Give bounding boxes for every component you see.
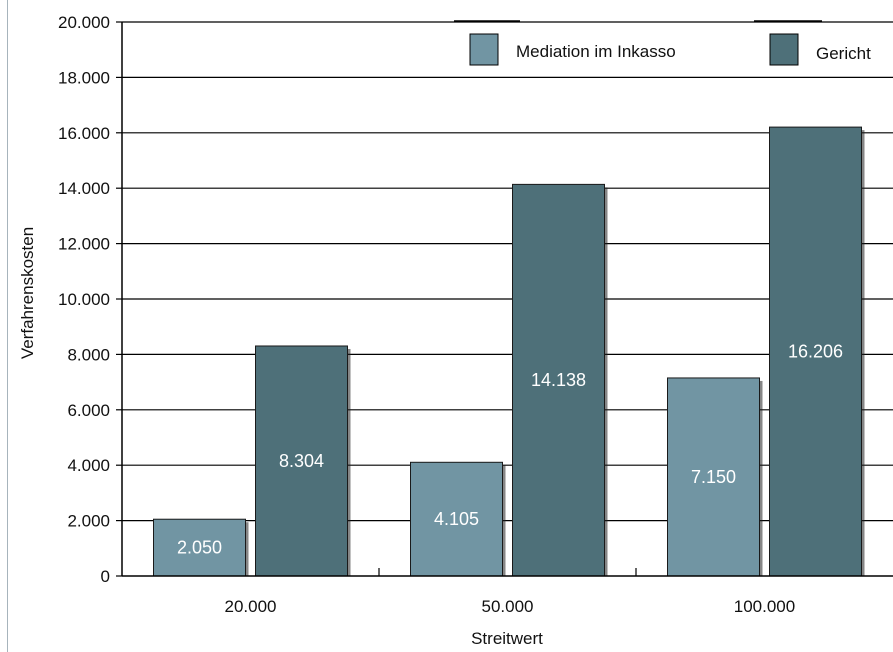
x-axis-title: Streitwert [471,629,543,648]
x-tick-labels: 20.000 50.000 100.000 [225,597,796,616]
y-tick-label: 6.000 [67,401,110,420]
y-tick-labels: 0 2.000 4.000 6.000 8.000 10.000 12.000 14.000 1… [58,13,110,586]
left-frame-line [7,0,8,652]
bar-value-label: 16.206 [788,342,843,362]
legend-label-gericht: Gericht [816,44,871,63]
y-tick-label: 2.000 [67,512,110,531]
bar [410,461,503,577]
bars [153,126,865,577]
legend-label-mediation: Mediation im Inkasso [516,42,676,61]
bar [769,126,862,577]
x-tick-label: 100.000 [734,597,795,616]
y-axis-title: Verfahrenskosten [18,227,37,359]
y-tick-label: 16.000 [58,124,110,143]
y-tick-label: 18.000 [58,68,110,87]
x-tick-label: 50.000 [482,597,534,616]
bar-value-label: 4.105 [434,509,479,529]
axes [121,22,893,577]
y-tick-label: 20.000 [58,13,110,32]
legend-swatch-mediation [469,33,499,66]
bar-value-label: 14.138 [531,370,586,390]
legend-swatch-gericht [769,33,799,66]
bar-value-label: 8.304 [279,451,324,471]
y-tick-label: 10.000 [58,290,110,309]
y-tick-label: 12.000 [58,235,110,254]
gridlines [116,21,893,577]
y-tick-label: 14.000 [58,179,110,198]
data-labels: 2.050 8.304 4.105 14.138 7.150 16.206 [177,342,843,558]
bar-value-label: 2.050 [177,538,222,558]
y-tick-label: 0 [101,567,110,586]
y-tick-label: 4.000 [67,456,110,475]
bar [512,183,605,577]
bar-value-label: 7.150 [691,467,736,487]
bar [667,377,760,577]
legend: Mediation im Inkasso Gericht [454,20,871,66]
x-tick-label: 20.000 [225,597,277,616]
y-tick-label: 8.000 [67,345,110,364]
